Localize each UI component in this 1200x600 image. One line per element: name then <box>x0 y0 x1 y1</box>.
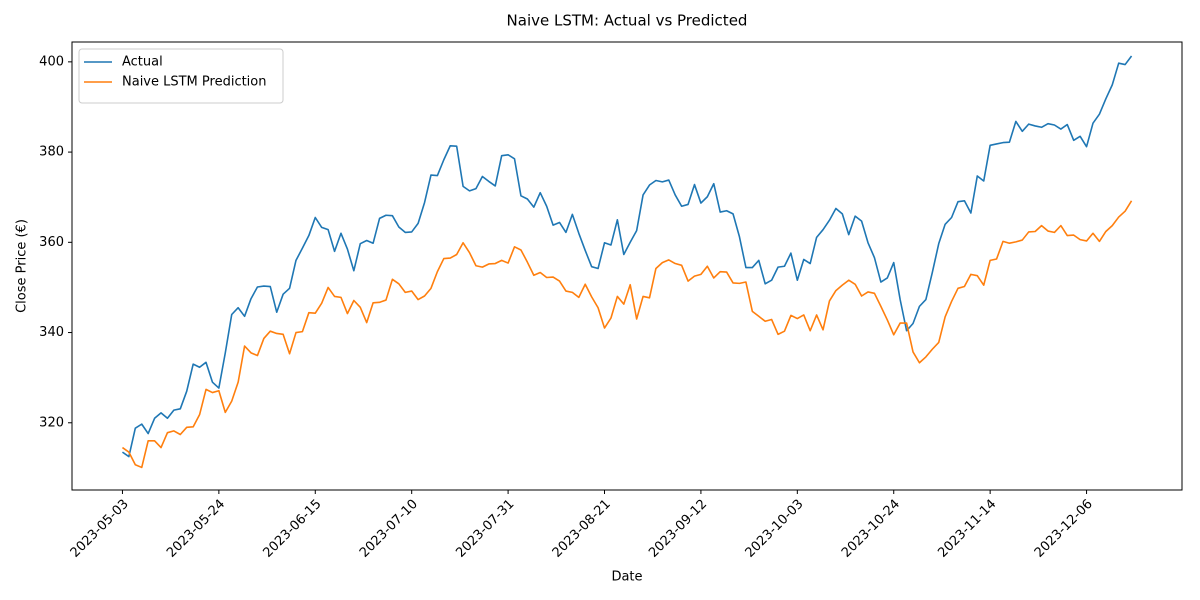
y-tick-label: 360 <box>39 235 64 250</box>
series-line <box>121 55 1133 458</box>
y-tick-label: 380 <box>39 145 64 160</box>
y-tick-label: 340 <box>39 325 64 340</box>
legend-box <box>78 48 284 104</box>
y-axis-label: Close Price (€) <box>15 219 30 313</box>
legend-label: Actual <box>122 55 163 70</box>
legend-label: Naive LSTM Prediction <box>122 75 267 90</box>
y-tick-label: 400 <box>39 54 64 69</box>
y-tick-label: 320 <box>39 415 64 430</box>
series-line <box>121 200 1133 469</box>
x-axis-label: Date <box>611 570 642 585</box>
legend: Actual Naive LSTM Prediction <box>78 48 284 104</box>
plot-frame <box>71 41 1183 491</box>
chart-title: Naive LSTM: Actual vs Predicted <box>507 12 748 30</box>
